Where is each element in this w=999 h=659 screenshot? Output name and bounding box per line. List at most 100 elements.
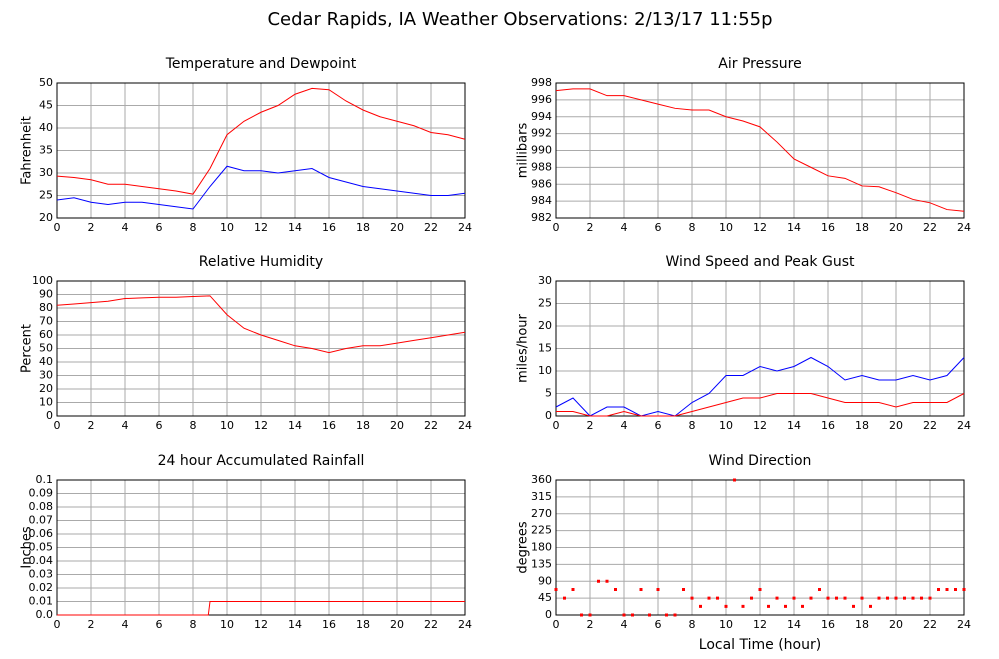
y-tick-label: 45 — [39, 99, 53, 112]
data-point — [860, 596, 864, 600]
y-tick-label: 0.03 — [29, 568, 54, 581]
x-tick-label: 20 — [889, 618, 903, 631]
x-tick-label: 8 — [689, 419, 696, 432]
data-point — [614, 588, 617, 591]
data-point — [750, 596, 753, 600]
x-tick-label: 6 — [156, 618, 163, 631]
y-tick-label: 994 — [531, 110, 552, 123]
data-point — [631, 613, 634, 617]
data-point — [945, 588, 949, 591]
data-line — [56, 165, 466, 210]
x-tick-label: 14 — [288, 419, 302, 432]
y-tick-label: 0 — [545, 608, 552, 621]
x-tick-label: 14 — [288, 618, 302, 631]
x-tick-label: 24 — [957, 221, 971, 234]
x-tick-label: 22 — [923, 221, 937, 234]
y-axis-label: Percent — [20, 324, 35, 373]
y-tick-label: 100 — [32, 274, 53, 287]
x-tick-label: 20 — [390, 618, 404, 631]
data-point — [605, 579, 609, 583]
chart-title: Relative Humidity — [199, 254, 323, 270]
y-tick-label: 0.0 — [36, 608, 54, 621]
data-line — [56, 87, 466, 195]
data-point — [639, 588, 643, 591]
y-tick-label: 270 — [531, 507, 552, 520]
y-tick-label: 30 — [538, 274, 552, 287]
data-line — [57, 601, 465, 616]
x-tick-label: 18 — [855, 221, 869, 234]
x-tick-label: 18 — [855, 419, 869, 432]
x-tick-label: 16 — [821, 419, 835, 432]
x-tick-label: 6 — [655, 221, 662, 234]
x-tick-label: 16 — [322, 221, 336, 234]
x-tick-label: 12 — [254, 618, 268, 631]
x-tick-label: 20 — [390, 221, 404, 234]
y-tick-label: 984 — [531, 194, 552, 207]
data-point — [741, 604, 745, 608]
y-tick-label: 5 — [545, 387, 552, 400]
data-point — [835, 596, 838, 600]
x-tick-label: 10 — [719, 618, 733, 631]
x-tick-label: 6 — [655, 419, 662, 432]
data-point — [724, 604, 728, 608]
y-tick-label: 15 — [538, 342, 552, 355]
y-tick-label: 10 — [538, 364, 552, 377]
x-tick-label: 24 — [458, 221, 472, 234]
y-tick-label: 80 — [39, 301, 53, 314]
data-line — [56, 295, 466, 354]
plot-frame — [56, 479, 466, 616]
chart-title: Air Pressure — [718, 56, 801, 72]
y-tick-label: 0.07 — [29, 514, 54, 527]
y-tick-label: 20 — [538, 319, 552, 332]
plot-frame — [56, 280, 466, 417]
data-point — [877, 596, 881, 600]
x-tick-label: 10 — [220, 419, 234, 432]
chart-title: 24 hour Accumulated Rainfall — [158, 453, 365, 469]
data-point — [622, 613, 626, 617]
x-tick-label: 12 — [753, 618, 767, 631]
data-point — [775, 596, 779, 600]
data-line — [556, 393, 965, 417]
y-tick-label: 0.05 — [29, 541, 54, 554]
y-axis-label: miles/hour — [516, 313, 531, 382]
x-tick-label: 10 — [719, 221, 733, 234]
x-tick-label: 0 — [553, 419, 560, 432]
x-tick-label: 12 — [753, 221, 767, 234]
x-tick-label: 22 — [923, 618, 937, 631]
data-point — [801, 604, 804, 608]
data-point — [852, 604, 855, 608]
x-tick-label: 12 — [254, 419, 268, 432]
y-tick-label: 0.02 — [29, 581, 54, 594]
x-axis-label: Local Time (hour) — [699, 637, 821, 653]
data-point — [699, 604, 702, 608]
data-line — [555, 88, 965, 212]
y-tick-label: 20 — [39, 382, 53, 395]
data-point — [656, 588, 660, 591]
x-tick-label: 4 — [621, 221, 628, 234]
y-axis-label: millibars — [516, 123, 531, 179]
plot-frame — [555, 479, 965, 616]
x-tick-label: 24 — [957, 419, 971, 432]
data-point — [928, 596, 932, 600]
x-tick-label: 10 — [220, 618, 234, 631]
x-tick-label: 16 — [322, 618, 336, 631]
y-tick-label: 135 — [531, 557, 552, 570]
x-tick-label: 8 — [190, 618, 197, 631]
y-tick-label: 990 — [531, 144, 552, 157]
x-tick-label: 6 — [156, 221, 163, 234]
y-tick-label: 45 — [538, 591, 552, 604]
data-point — [962, 588, 966, 591]
data-point — [588, 613, 592, 617]
data-point — [563, 596, 566, 600]
x-tick-label: 6 — [655, 618, 662, 631]
x-tick-label: 20 — [889, 221, 903, 234]
chart-title: Temperature and Dewpoint — [165, 56, 357, 72]
y-tick-label: 30 — [39, 166, 53, 179]
y-tick-label: 180 — [531, 541, 552, 554]
x-tick-label: 2 — [587, 221, 594, 234]
x-tick-label: 0 — [54, 419, 61, 432]
x-tick-label: 4 — [621, 419, 628, 432]
x-tick-label: 18 — [356, 221, 370, 234]
data-point — [954, 588, 957, 591]
x-tick-label: 20 — [889, 419, 903, 432]
